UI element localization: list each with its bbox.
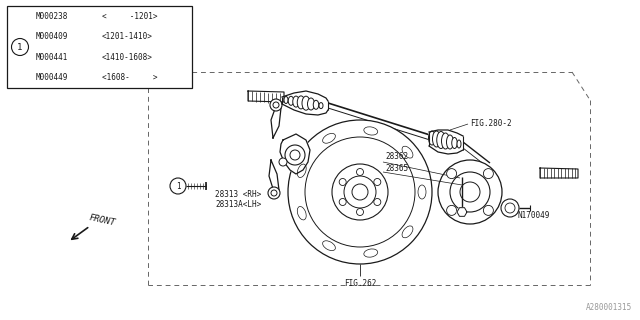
Text: 1: 1: [176, 181, 180, 190]
Ellipse shape: [364, 249, 378, 257]
Circle shape: [344, 176, 376, 208]
Circle shape: [173, 182, 181, 190]
Ellipse shape: [292, 96, 300, 107]
Ellipse shape: [402, 146, 413, 158]
Ellipse shape: [457, 140, 461, 148]
Circle shape: [285, 145, 305, 165]
Text: 28313A<LH>: 28313A<LH>: [215, 199, 261, 209]
Ellipse shape: [313, 100, 319, 109]
Polygon shape: [280, 134, 310, 174]
Circle shape: [170, 178, 186, 194]
Ellipse shape: [302, 96, 310, 110]
Ellipse shape: [402, 226, 413, 238]
Circle shape: [270, 99, 282, 111]
Polygon shape: [540, 168, 578, 178]
Ellipse shape: [452, 138, 457, 148]
Polygon shape: [269, 160, 279, 192]
Circle shape: [339, 198, 346, 205]
Circle shape: [290, 150, 300, 160]
Circle shape: [483, 205, 493, 215]
Circle shape: [447, 205, 456, 215]
Ellipse shape: [323, 133, 335, 143]
Circle shape: [279, 158, 287, 166]
Polygon shape: [271, 106, 281, 138]
Ellipse shape: [418, 185, 426, 199]
Circle shape: [460, 182, 480, 202]
Ellipse shape: [297, 96, 305, 109]
Text: A280001315: A280001315: [586, 303, 632, 312]
Ellipse shape: [288, 96, 294, 105]
Circle shape: [505, 203, 515, 213]
Text: 1: 1: [17, 43, 22, 52]
Ellipse shape: [323, 241, 335, 251]
Circle shape: [450, 172, 490, 212]
Text: 28365: 28365: [385, 164, 408, 172]
Polygon shape: [457, 208, 467, 216]
Ellipse shape: [319, 103, 323, 108]
Circle shape: [374, 179, 381, 186]
Ellipse shape: [284, 97, 288, 103]
Circle shape: [273, 102, 279, 108]
Polygon shape: [248, 91, 284, 102]
Circle shape: [268, 187, 280, 199]
Text: FIG.280-2: FIG.280-2: [470, 118, 511, 127]
Circle shape: [356, 169, 364, 175]
Text: <     -1201>: < -1201>: [102, 12, 157, 21]
Circle shape: [356, 209, 364, 215]
Ellipse shape: [436, 132, 445, 148]
Ellipse shape: [307, 98, 314, 110]
Polygon shape: [429, 130, 463, 154]
Circle shape: [374, 198, 381, 205]
Circle shape: [12, 38, 29, 55]
Text: <1410-1608>: <1410-1608>: [102, 53, 153, 62]
Text: M000238: M000238: [36, 12, 68, 21]
Text: M000409: M000409: [36, 32, 68, 41]
Ellipse shape: [433, 131, 440, 147]
Ellipse shape: [429, 131, 435, 145]
Circle shape: [332, 164, 388, 220]
Bar: [7, 6, 192, 88]
Polygon shape: [282, 91, 328, 115]
Text: 28313 <RH>: 28313 <RH>: [215, 189, 261, 198]
Ellipse shape: [298, 164, 306, 178]
Circle shape: [447, 169, 456, 179]
Circle shape: [352, 184, 368, 200]
Circle shape: [501, 199, 519, 217]
Circle shape: [288, 120, 432, 264]
Text: FRONT: FRONT: [88, 213, 116, 227]
Text: N170049: N170049: [518, 211, 550, 220]
Ellipse shape: [442, 133, 449, 149]
Text: <1608-     >: <1608- >: [102, 73, 157, 82]
Circle shape: [339, 179, 346, 186]
Text: M000441: M000441: [36, 53, 68, 62]
Circle shape: [483, 169, 493, 179]
Ellipse shape: [447, 135, 454, 149]
Circle shape: [305, 137, 415, 247]
Ellipse shape: [298, 206, 306, 220]
Text: FIG.262: FIG.262: [344, 279, 376, 289]
Ellipse shape: [364, 127, 378, 135]
Circle shape: [271, 190, 277, 196]
Circle shape: [438, 160, 502, 224]
Text: M000449: M000449: [36, 73, 68, 82]
Text: <1201-1410>: <1201-1410>: [102, 32, 153, 41]
Text: 28362: 28362: [385, 151, 408, 161]
